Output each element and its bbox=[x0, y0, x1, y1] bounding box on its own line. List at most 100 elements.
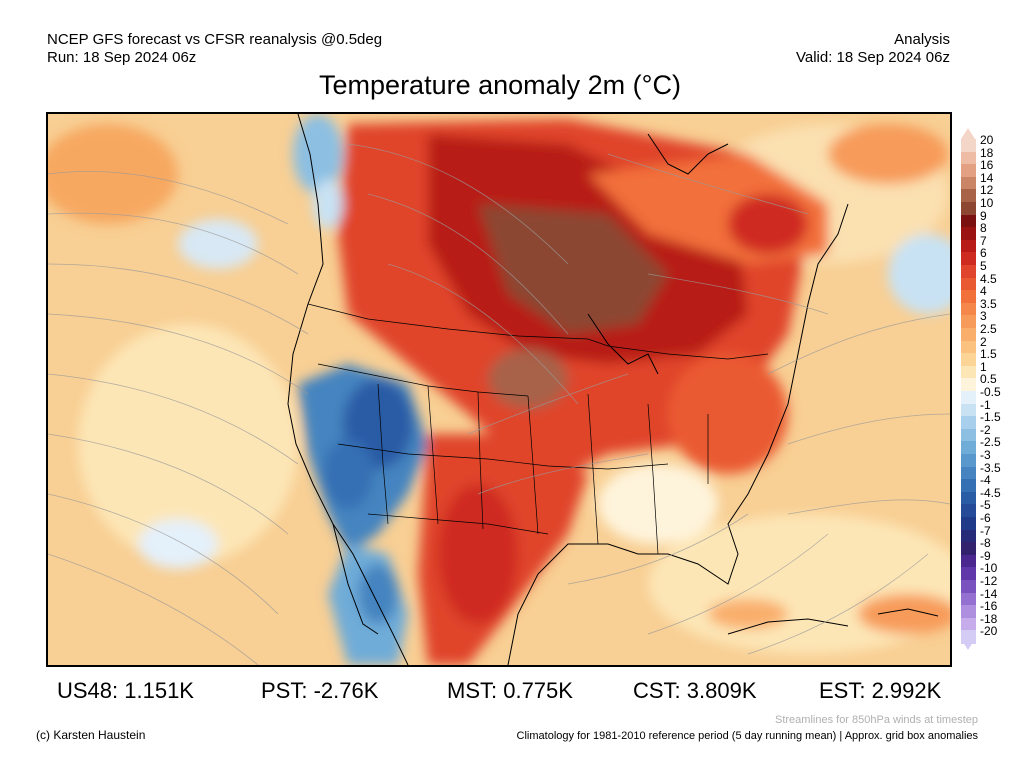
colorbar-swatch bbox=[961, 517, 976, 531]
colorbar-swatch bbox=[961, 592, 976, 606]
regional-stats: US48: 1.151K PST: -2.76K MST: 0.775K CST… bbox=[0, 678, 1024, 706]
colorbar-legend: 20 18 16 14 12 10 9 8 7 6 5 4.5 4 3.5 3 2.5 2 1.5 1 0.5 -0.5… bbox=[958, 128, 1018, 653]
colorbar-swatch bbox=[961, 504, 976, 518]
colorbar-label: -6 bbox=[980, 511, 991, 525]
colorbar-label: -4.5 bbox=[980, 485, 1001, 500]
colorbar-swatch bbox=[961, 202, 976, 216]
colorbar-label: 3.5 bbox=[980, 296, 997, 311]
colorbar-label: -3 bbox=[980, 448, 991, 462]
colorbar-label: 1.5 bbox=[980, 347, 997, 362]
colorbar-swatch bbox=[961, 239, 976, 253]
colorbar-swatch bbox=[961, 227, 976, 241]
coastlines bbox=[287, 114, 939, 665]
colorbar-label: 1 bbox=[980, 359, 987, 374]
colorbar-label: 0.5 bbox=[980, 372, 997, 387]
run-time: Run: 18 Sep 2024 06z bbox=[47, 49, 197, 66]
colorbar-swatch bbox=[961, 151, 976, 165]
colorbar-swatch bbox=[961, 164, 976, 178]
colorbar-label: 10 bbox=[980, 196, 994, 210]
wind-streamlines bbox=[48, 143, 950, 665]
colorbar-bottom-arrow bbox=[961, 639, 975, 650]
colorbar-swatch bbox=[961, 290, 976, 304]
political-borders bbox=[307, 303, 769, 555]
colorbar-swatch bbox=[961, 605, 976, 619]
colorbar-swatch bbox=[961, 428, 976, 442]
header-left: NCEP GFS forecast vs CFSR reanalysis @0.… bbox=[47, 31, 382, 67]
streamlines-note: Streamlines for 850hPa winds at timestep bbox=[775, 714, 978, 726]
colorbar-label: -0.5 bbox=[980, 385, 1001, 399]
colorbar-swatch bbox=[961, 567, 976, 581]
colorbar-swatch bbox=[961, 328, 976, 342]
colorbar-swatch bbox=[961, 378, 976, 392]
colorbar-label: -2.5 bbox=[980, 435, 1001, 450]
colorbar-swatch bbox=[961, 529, 976, 543]
colorbar-label: 8 bbox=[980, 221, 987, 236]
colorbar-swatch bbox=[961, 491, 976, 505]
colorbar-label: -2 bbox=[980, 422, 991, 437]
colorbar-swatch bbox=[961, 391, 976, 405]
colorbar-swatch bbox=[961, 554, 976, 568]
colorbar-swatch bbox=[961, 479, 976, 493]
colorbar-label: -9 bbox=[980, 548, 991, 563]
colorbar-swatch bbox=[961, 302, 976, 316]
colorbar-swatch bbox=[961, 277, 976, 291]
colorbar-swatch bbox=[961, 403, 976, 417]
colorbar-swatch bbox=[961, 315, 976, 329]
colorbar-label: 4.5 bbox=[980, 271, 997, 286]
colorbar-label: 18 bbox=[980, 145, 994, 160]
colorbar-label: 9 bbox=[980, 208, 987, 223]
model-description: NCEP GFS forecast vs CFSR reanalysis @0.… bbox=[47, 31, 383, 48]
colorbar-label: -16 bbox=[980, 599, 998, 614]
colorbar-label: -8 bbox=[980, 536, 991, 551]
colorbar-swatch bbox=[961, 454, 976, 468]
colorbar-label: -10 bbox=[980, 561, 998, 576]
colorbar-swatch bbox=[961, 416, 976, 430]
stat-cst: CST: 3.809K bbox=[633, 678, 757, 703]
colorbar-label: 7 bbox=[980, 233, 987, 248]
colorbar-label: 5 bbox=[980, 259, 987, 273]
colorbar-label: 2 bbox=[980, 334, 987, 349]
colorbar-label: -4 bbox=[980, 473, 991, 488]
colorbar-swatch bbox=[961, 466, 976, 480]
colorbar-swatch bbox=[961, 176, 976, 190]
colorbar-label: -18 bbox=[980, 611, 998, 626]
colorbar-swatch bbox=[961, 542, 976, 556]
colorbar-swatch bbox=[961, 365, 976, 379]
colorbar-swatch bbox=[961, 441, 976, 455]
climatology-note: Climatology for 1981-2010 reference peri… bbox=[516, 730, 978, 742]
colorbar-label: 20 bbox=[980, 133, 994, 147]
colorbar-label: 4 bbox=[980, 284, 987, 299]
stat-pst: PST: -2.76K bbox=[261, 678, 379, 703]
colorbar-label: -20 bbox=[980, 624, 998, 639]
colorbar-label: 16 bbox=[980, 158, 994, 173]
analysis-label: Analysis bbox=[894, 31, 950, 48]
colorbar-top-arrow bbox=[961, 128, 975, 139]
colorbar-label: 2.5 bbox=[980, 322, 997, 336]
colorbar-swatch bbox=[961, 340, 976, 354]
credit-text: (c) Karsten Haustein bbox=[36, 728, 146, 742]
valid-time: Valid: 18 Sep 2024 06z bbox=[795, 49, 950, 66]
colorbar-label: 3 bbox=[980, 309, 987, 324]
header-right: Analysis Valid: 18 Sep 2024 06z bbox=[796, 31, 950, 67]
colorbar-swatch bbox=[961, 580, 976, 594]
anomaly-map[interactable] bbox=[46, 112, 952, 667]
colorbar-swatch bbox=[961, 214, 976, 228]
stat-us48: US48: 1.151K bbox=[57, 678, 194, 703]
anomaly-field bbox=[48, 114, 950, 665]
colorbar-label: 14 bbox=[980, 170, 994, 185]
colorbar-label: -5 bbox=[980, 498, 991, 513]
colorbar-swatch bbox=[961, 252, 976, 266]
colorbar-label: -1 bbox=[980, 397, 991, 412]
anomaly-map-graphic bbox=[48, 114, 950, 665]
colorbar-swatch bbox=[961, 189, 976, 203]
colorbar-swatch bbox=[961, 265, 976, 279]
colorbar-label: -3.5 bbox=[980, 460, 1001, 475]
colorbar-label: -14 bbox=[980, 586, 998, 601]
colorbar-label: -1.5 bbox=[980, 410, 1001, 425]
page-title: Temperature anomaly 2m (°C) bbox=[319, 70, 681, 100]
colorbar-label: -12 bbox=[980, 574, 998, 588]
colorbar-label: -7 bbox=[980, 523, 991, 538]
colorbar-label: 6 bbox=[980, 246, 987, 261]
stat-mst: MST: 0.775K bbox=[447, 678, 573, 703]
colorbar-label: 12 bbox=[980, 183, 994, 198]
